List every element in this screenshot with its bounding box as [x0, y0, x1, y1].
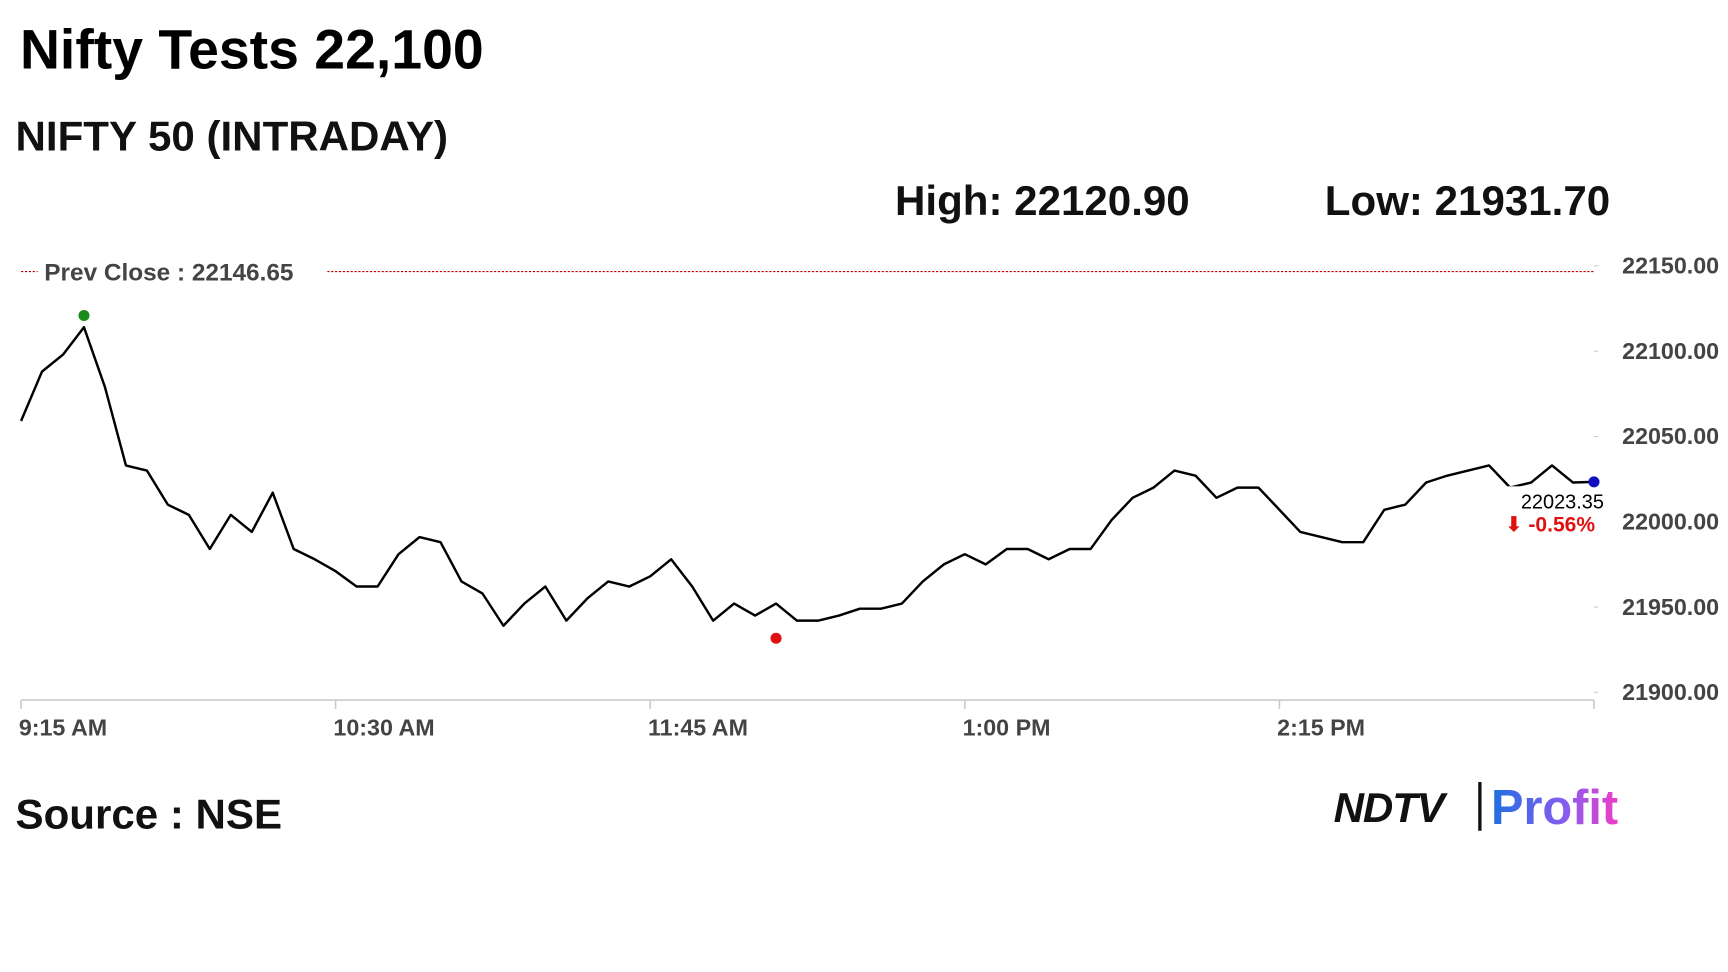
y-tick-label: 22050.00 — [1622, 423, 1719, 449]
price-line — [19, 325, 1595, 627]
x-tick-label: 10:30 AM — [333, 715, 434, 741]
logo-ndtv: NDTV — [1334, 784, 1448, 831]
prev-close-bg — [37, 256, 326, 288]
x-tick-label: 1:00 PM — [963, 715, 1051, 741]
last-label-bg — [1504, 486, 1602, 536]
x-tick-label: 11:45 AM — [648, 715, 748, 741]
low-marker — [770, 632, 782, 644]
y-tick-label: 22150.00 — [1622, 253, 1719, 279]
x-tick-label: 9:15 AM — [19, 715, 107, 741]
y-tick-label: 22100.00 — [1622, 338, 1719, 364]
last-marker — [1588, 476, 1600, 488]
low-label: Low: 21931.70 — [1325, 177, 1610, 224]
change-label: ⬇ -0.56% — [1505, 514, 1595, 537]
logo-profit: Profit — [1491, 781, 1618, 835]
high-marker — [78, 309, 90, 322]
last-value-label: 22023.35 — [1521, 491, 1604, 513]
x-tick-label: 2:15 PM — [1277, 715, 1365, 741]
chart-subtitle: NIFTY 50 (INTRADAY) — [16, 113, 449, 160]
y-tick-label: 21900.00 — [1622, 679, 1719, 705]
source: Source : NSE — [16, 791, 283, 838]
prev-close-label: Prev Close : 22146.65 — [44, 259, 293, 286]
high-label: High: 22120.90 — [895, 177, 1190, 224]
y-tick-label: 21950.00 — [1622, 594, 1719, 620]
chart-title: Nifty Tests 22,100 — [20, 19, 484, 81]
y-tick-label: 22000.00 — [1622, 508, 1719, 534]
